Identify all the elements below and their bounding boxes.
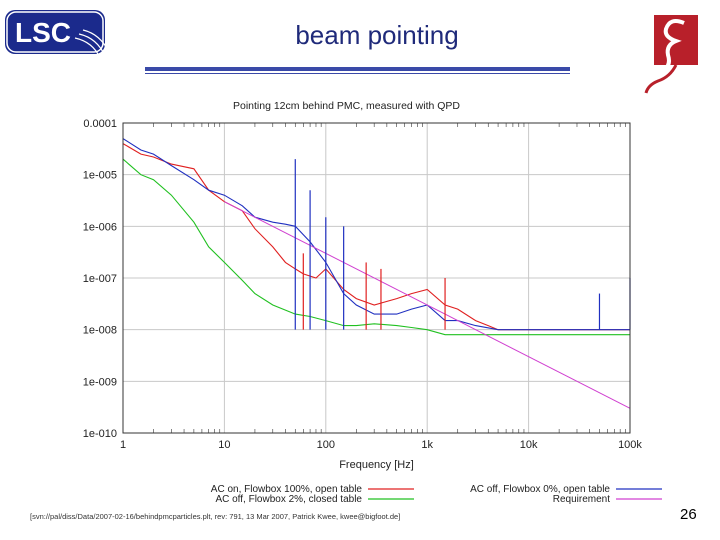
lsc-logo-border — [6, 11, 104, 53]
y-tick-label: 1e-009 — [83, 376, 117, 388]
y-tick-label: 0.0001 — [83, 118, 117, 130]
lsc-logo: LSC — [5, 10, 110, 59]
chart-xlabel: Frequency [Hz] — [339, 459, 414, 471]
x-tick-label: 10k — [520, 439, 538, 451]
page-number: 26 — [680, 506, 697, 523]
y-tick-label: 1e-007 — [83, 273, 117, 285]
lsc-logo-text: LSC — [15, 17, 71, 48]
series-line-1 — [122, 158, 630, 336]
lsc-logo-wave-2 — [78, 33, 106, 57]
x-tick-label: 1k — [421, 439, 433, 451]
x-tick-label: 10 — [218, 439, 230, 451]
legend-label: AC on, Flowbox 100%, open table — [211, 484, 363, 495]
legend-label: AC off, Flowbox 0%, open table — [470, 484, 610, 495]
y-tick-label: 1e-008 — [83, 325, 117, 337]
chart-title: Pointing 12cm behind PMC, measured with … — [233, 100, 460, 112]
lsc-logo-wave-1 — [82, 29, 110, 53]
lsc-logo-wave-3 — [74, 37, 101, 59]
source-footnote: [svn://pal/diss/Data/2007-02-16/behindpm… — [30, 512, 401, 521]
title-underline — [145, 67, 570, 71]
x-tick-label: 100k — [618, 439, 642, 451]
y-tick-label: 1e-005 — [83, 170, 117, 182]
lsc-logo-background — [5, 10, 105, 54]
title-underline-thin — [145, 73, 570, 74]
institute-crest-logo — [642, 15, 698, 94]
series-line-2 — [122, 138, 630, 331]
y-tick-label: 1e-010 — [83, 428, 117, 440]
y-tick-label: 1e-006 — [83, 221, 117, 233]
chart-series — [122, 138, 631, 409]
x-tick-label: 100 — [317, 439, 335, 451]
chart-grid — [123, 123, 630, 433]
chart-tick-labels: 1 10 100 1k 10k 100k 0.0001 1e-005 1e-006 1e-007 1… — [83, 118, 643, 451]
slide-title: beam pointing — [295, 20, 459, 50]
legend-label: AC off, Flowbox 2%, closed table — [215, 494, 362, 505]
series-line-0 — [122, 143, 630, 331]
crest-emblem-white — [642, 19, 685, 90]
legend-label: Requirement — [553, 494, 610, 505]
x-tick-label: 1 — [120, 439, 126, 451]
plot-frame — [122, 122, 631, 434]
series-line-3 — [224, 201, 631, 409]
crest-emblem-red — [644, 64, 678, 94]
